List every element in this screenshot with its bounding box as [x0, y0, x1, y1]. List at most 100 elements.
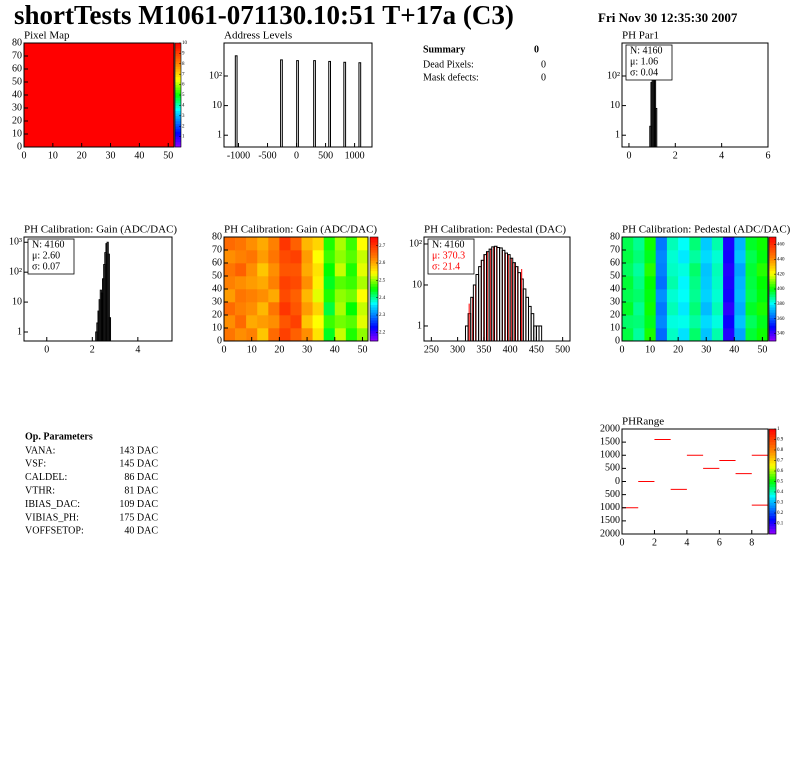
x-tick-label: 20	[77, 150, 87, 161]
palette-step	[769, 289, 776, 292]
heatmap-cell	[334, 263, 347, 277]
x-tick-label: 4	[135, 344, 140, 355]
heatmap-cell	[734, 276, 746, 290]
heatmap-cell	[745, 328, 758, 342]
frame-border	[621, 42, 769, 148]
heatmap-cell	[224, 315, 236, 329]
palette-step	[769, 444, 776, 448]
heatmap-cell	[723, 237, 735, 251]
op-value: 109 DAC	[119, 499, 158, 510]
palette-step	[769, 260, 776, 264]
heatmap-cell	[24, 43, 175, 148]
y-tick-label: 500	[605, 463, 620, 474]
heatmap-cell	[622, 250, 634, 264]
palette-step	[175, 63, 181, 67]
y-tick-label: 70	[212, 244, 222, 255]
heatmap-cell	[666, 302, 679, 316]
x-tick-label: 10	[48, 150, 58, 161]
stats-text: σ: 0.07	[32, 261, 60, 272]
palette-step	[769, 484, 776, 488]
frame-border	[23, 42, 175, 148]
palette-step	[769, 302, 776, 305]
palette-step	[370, 289, 378, 292]
palette-step	[769, 505, 776, 509]
heatmap-cell	[345, 328, 358, 342]
palette-step	[370, 276, 378, 279]
heatmap-cell	[711, 263, 724, 277]
heatmap-cell	[268, 315, 280, 329]
heatmap-cell	[235, 276, 247, 290]
palette-step	[175, 45, 181, 49]
y-tick-label: 10²	[409, 238, 422, 249]
y-tick-label: 60	[12, 63, 22, 74]
heatmap-cell	[246, 315, 258, 329]
palette-step	[370, 252, 378, 256]
heatmap-cell	[279, 276, 291, 290]
x-tick-label: 0	[22, 150, 27, 161]
stats-text: μ: 2.60	[32, 250, 60, 261]
heatmap-cell	[734, 289, 746, 303]
palette-step	[769, 499, 776, 503]
op-value: 145 DAC	[119, 459, 158, 470]
heatmap-cell	[312, 250, 324, 264]
heatmap-cell	[711, 289, 724, 303]
heatmap-cell	[633, 315, 645, 329]
palette-step	[769, 247, 776, 251]
heatmap-cell	[700, 302, 713, 316]
heatmap-cell	[257, 276, 269, 290]
heatmap-cell	[678, 276, 690, 290]
heatmap-cell	[644, 302, 656, 316]
heatmap-cell	[224, 328, 236, 342]
palette-step	[175, 82, 181, 85]
palette-step	[175, 144, 181, 148]
z-tick-label: 3	[182, 114, 185, 119]
stats-text: N: 4160	[32, 239, 65, 250]
palette-step	[769, 328, 776, 331]
palette-step	[769, 244, 776, 248]
heatmap-cell	[224, 289, 236, 303]
z-tick-label: 0.5	[777, 480, 784, 485]
heatmap-cell	[745, 276, 758, 290]
stats-text: σ: 0.04	[630, 67, 658, 78]
heatmap-cell	[290, 315, 302, 329]
heatmap-cell	[700, 250, 713, 264]
heatmap-cell	[622, 263, 634, 277]
heatmap-cell	[224, 237, 236, 251]
heatmap-cell	[323, 276, 336, 290]
summary-label: Dead Pixels:	[423, 59, 474, 70]
palette-step	[370, 322, 378, 326]
heatmap-cell	[689, 328, 701, 342]
palette-step	[175, 100, 181, 104]
heatmap-cell	[723, 289, 735, 303]
palette-border	[369, 236, 379, 342]
palette-step	[769, 283, 776, 287]
heatmap-cell	[622, 276, 634, 290]
heatmap-cell	[689, 237, 701, 251]
palette-step	[769, 526, 776, 530]
y-tick-label: 500	[605, 489, 620, 500]
heatmap-cell	[345, 302, 358, 316]
x-tick-label: -500	[258, 150, 276, 161]
palette-step	[175, 115, 181, 119]
heatmap-cell	[279, 315, 291, 329]
heatmap-cell	[246, 302, 258, 316]
x-tick-label: 2	[90, 344, 95, 355]
heatmap-cell	[745, 289, 758, 303]
y-tick-label: 10	[12, 296, 22, 307]
summary-label: Mask defects:	[423, 72, 479, 83]
palette-step	[769, 270, 776, 274]
heatmap-cell	[700, 315, 713, 329]
heatmap-cell	[356, 328, 369, 342]
heatmap-cell	[678, 289, 690, 303]
frame-border	[223, 42, 373, 148]
x-tick-label: 0	[294, 150, 299, 161]
palette-step	[769, 507, 776, 511]
x-tick-label: 0	[620, 537, 625, 548]
palette-step	[769, 322, 776, 326]
heatmap-cell	[334, 276, 347, 290]
palette-step	[175, 58, 181, 62]
stats-text: μ: 370.3	[432, 250, 465, 261]
x-tick-label: 250	[424, 344, 439, 355]
palette-step	[370, 278, 378, 282]
